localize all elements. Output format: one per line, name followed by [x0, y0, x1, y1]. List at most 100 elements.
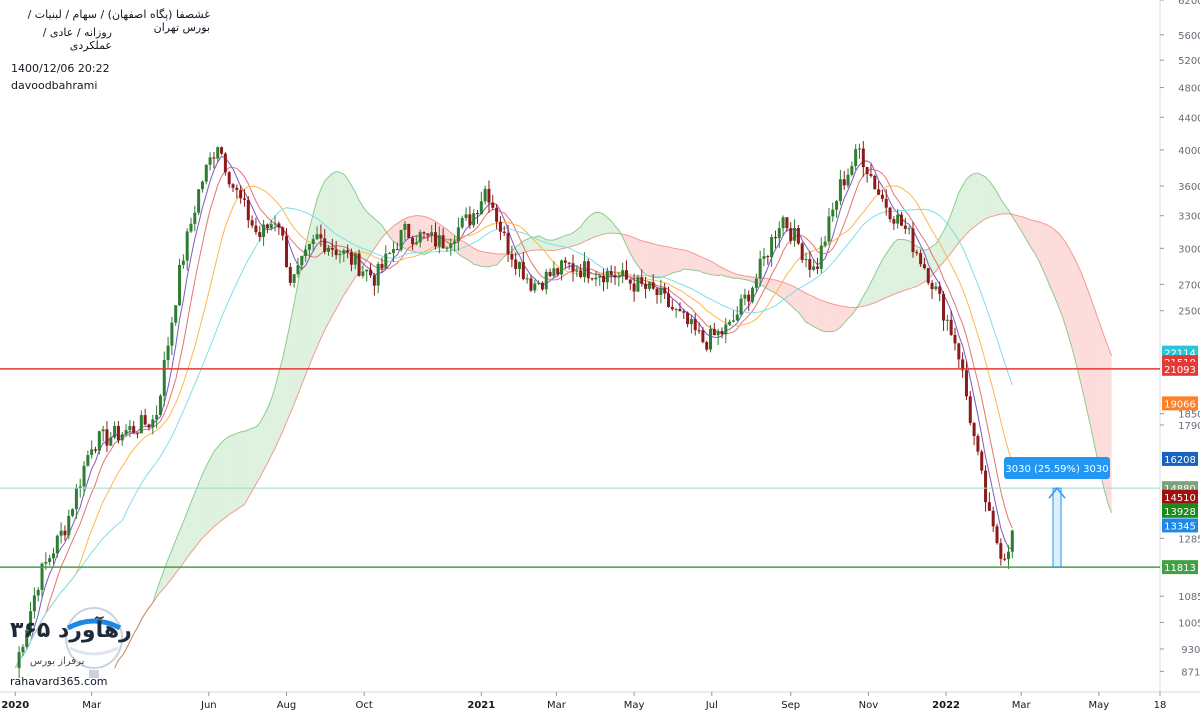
ichimoku-cloud-segment [649, 242, 654, 278]
candle-body [273, 223, 277, 225]
y-tick-label: 44000 [1178, 113, 1200, 124]
y-tick-label: 36000 [1178, 182, 1200, 193]
ichimoku-cloud-segment [657, 244, 661, 278]
candle-body [571, 263, 575, 272]
ichimoku-cloud-segment [488, 252, 493, 267]
candle-body [120, 434, 124, 441]
candle-body [143, 415, 147, 425]
y-tick-label: 30000 [1178, 244, 1200, 255]
ichimoku-cloud-segment [244, 429, 249, 505]
candle-body [51, 553, 55, 559]
candle-body [395, 249, 399, 251]
candle-body [334, 249, 338, 256]
measure-label: 3030 (25.59%) 3030 [1005, 464, 1108, 475]
ichimoku-cloud-segment [233, 433, 237, 513]
candle-body [17, 652, 21, 669]
ichimoku-cloud-segment [806, 293, 810, 325]
ichimoku-cloud-segment [271, 387, 276, 456]
ichimoku-cloud-segment [332, 171, 337, 316]
candle-body [670, 306, 674, 310]
candle-body [388, 253, 392, 255]
ichimoku-cloud-segment [615, 225, 619, 234]
candle-body [227, 172, 231, 185]
ichimoku-cloud-segment [381, 225, 386, 238]
ichimoku-cloud-segment [832, 304, 837, 332]
ichimoku-cloud-segment [962, 179, 967, 239]
candle-body [861, 148, 865, 168]
candle-body [365, 269, 369, 272]
candle-body [815, 266, 819, 269]
candle-body [857, 148, 861, 150]
ichimoku-cloud-segment [809, 295, 814, 327]
candle-body [384, 253, 388, 269]
ichimoku-cloud-segment [240, 431, 245, 507]
x-tick-label: Jun [200, 700, 217, 711]
candle-body [968, 396, 972, 424]
candle-body [21, 646, 25, 653]
candle-body [44, 562, 48, 564]
x-tick-label: Sep [781, 700, 800, 711]
candle-body [666, 293, 670, 307]
ichimoku-cloud-segment [194, 483, 199, 548]
ichimoku-cloud-segment [802, 291, 807, 323]
candle-body [113, 425, 117, 438]
ichimoku-cloud-segment [645, 241, 650, 277]
ichimoku-cloud-segment [1046, 224, 1051, 288]
candle-body [701, 330, 705, 343]
candle-body [942, 293, 946, 321]
ichimoku-cloud-segment [1004, 204, 1009, 214]
ma-mid [14, 166, 1013, 669]
candle-body [781, 217, 785, 229]
timeframe-label: روزانه / عادی / عملکردی [42, 26, 112, 52]
candle-body [850, 166, 854, 175]
candle-body [250, 220, 254, 226]
ichimoku-cloud-segment [901, 239, 906, 292]
x-tick-label: Nov [859, 700, 879, 711]
ichimoku-cloud-segment [951, 203, 955, 253]
x-tick-label: Mar [1012, 700, 1032, 711]
candle-body [735, 314, 739, 321]
candle-body [426, 233, 430, 236]
ichimoku-cloud-segment [282, 340, 287, 432]
candle-body [391, 249, 395, 254]
ichimoku-cloud-segment [641, 240, 646, 275]
price-label-bg [1162, 560, 1198, 575]
candle-body [731, 320, 735, 322]
candle-body [74, 487, 78, 510]
candle-body [254, 225, 258, 233]
ichimoku-cloud-segment [259, 416, 264, 478]
candle-body [945, 319, 949, 321]
candle-body [1006, 551, 1010, 560]
ichimoku-cloud-segment [424, 216, 428, 255]
candle-body [793, 228, 797, 241]
ichimoku-cloud-segment [1058, 232, 1062, 316]
candle-body [582, 261, 586, 278]
candle-body [995, 526, 999, 544]
candle-body [773, 237, 777, 239]
candle-body [372, 275, 376, 286]
ichimoku-cloud-segment [844, 306, 849, 324]
candle-body [430, 232, 434, 236]
candle-body [174, 305, 178, 323]
ichimoku-cloud-segment [863, 290, 868, 307]
candle-body [617, 275, 621, 278]
candle-body [411, 237, 415, 245]
candle-body [709, 328, 713, 350]
ichimoku-cloud-segment [634, 237, 638, 266]
candle-body [361, 271, 365, 276]
candle-body [239, 189, 243, 199]
candle-body [934, 286, 938, 290]
candle-body [510, 254, 514, 260]
candle-body [537, 282, 541, 284]
ichimoku-cloud-segment [890, 242, 894, 296]
ichimoku-cloud-segment [320, 181, 325, 339]
author-name: davoodbahrami [11, 79, 98, 92]
candle-body [277, 223, 281, 228]
ichimoku-cloud-segment [275, 372, 279, 449]
ichimoku-cloud-segment [939, 231, 944, 267]
candle-body [300, 255, 304, 266]
candle-body [884, 198, 888, 208]
ichimoku-cloud-segment [691, 252, 696, 271]
